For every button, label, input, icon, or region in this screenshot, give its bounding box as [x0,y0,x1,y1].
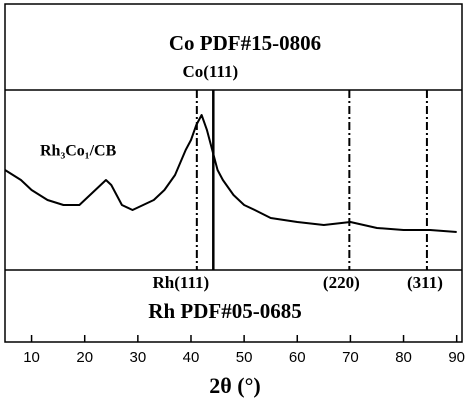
plot-frame [4,3,463,343]
x-tick-label: 10 [23,349,40,366]
rh-reference-title: Rh PDF#05-0685 [148,299,301,323]
x-tick-label: 70 [342,349,359,366]
rh-peak-label: (311) [407,273,443,292]
x-axis-label: 2θ (°) [209,373,260,398]
series-label: Rh₃Co₁/CB [40,143,117,160]
rh-peak-label: Rh(111) [152,273,209,292]
co-peak-label: Co(111) [182,62,238,81]
x-tick-label: 30 [130,349,147,366]
x-tick-label: 60 [289,349,306,366]
x-tick-label: 80 [395,349,412,366]
x-tick-label: 90 [448,349,465,366]
x-tick-label: 20 [76,349,93,366]
x-tick-label: 50 [236,349,253,366]
x-tick-label: 40 [183,349,200,366]
data-line [4,114,457,233]
co-reference-title: Co PDF#15-0806 [169,31,321,55]
rh-peak-label: (220) [323,273,360,292]
